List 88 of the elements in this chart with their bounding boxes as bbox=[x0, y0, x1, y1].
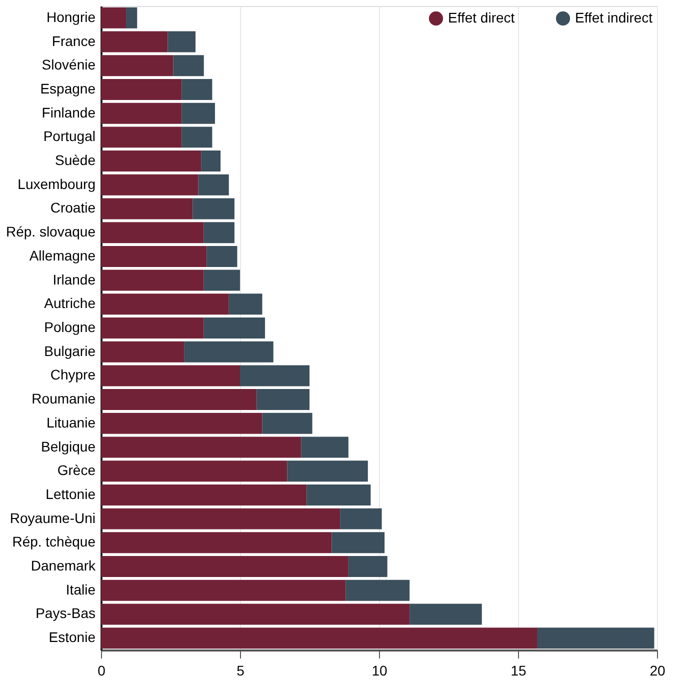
legend-label: Effet indirect bbox=[575, 9, 653, 26]
y-tick-label: Pays-Bas bbox=[36, 605, 96, 622]
bar bbox=[101, 31, 168, 52]
bar bbox=[256, 389, 310, 410]
bar bbox=[192, 198, 234, 220]
bar bbox=[228, 294, 262, 315]
bar bbox=[101, 222, 204, 244]
bar bbox=[101, 508, 340, 530]
x-tick-label: 10 bbox=[372, 662, 388, 678]
bar bbox=[340, 508, 382, 530]
bar bbox=[182, 78, 212, 100]
bar bbox=[204, 222, 234, 244]
bar bbox=[101, 412, 262, 434]
bar bbox=[101, 318, 204, 338]
y-tick-label: Estonie bbox=[48, 629, 96, 646]
bar bbox=[101, 150, 202, 172]
y-tick-label: Royaume-Uni bbox=[10, 510, 96, 526]
bar bbox=[262, 412, 312, 434]
bar bbox=[204, 318, 266, 338]
y-tick-label: Grèce bbox=[57, 462, 96, 478]
bar bbox=[198, 174, 229, 196]
bar bbox=[101, 270, 204, 291]
y-tick-label: Finlande bbox=[42, 104, 96, 120]
y-tick-label: Autriche bbox=[44, 295, 96, 312]
bar bbox=[101, 484, 307, 506]
bar bbox=[101, 580, 346, 601]
y-tick-label: Irlande bbox=[52, 271, 96, 288]
y-tick-label: Italie bbox=[66, 581, 96, 598]
bar bbox=[184, 341, 274, 362]
bar bbox=[182, 102, 215, 124]
bar bbox=[101, 628, 538, 649]
bar bbox=[204, 270, 240, 291]
y-tick-label: Hongrie bbox=[46, 8, 96, 25]
legend-label: Effet direct bbox=[448, 9, 515, 26]
y-tick-label: Belgique bbox=[41, 438, 96, 454]
bar bbox=[201, 150, 221, 172]
bar bbox=[101, 365, 240, 386]
y-tick-label: Lituanie bbox=[46, 414, 96, 430]
bar bbox=[101, 246, 207, 267]
bar bbox=[101, 126, 182, 148]
bar bbox=[537, 628, 654, 649]
bar bbox=[206, 246, 238, 267]
bar bbox=[332, 532, 385, 554]
y-tick-label: Danemark bbox=[30, 558, 96, 574]
x-tick-label: 15 bbox=[510, 662, 526, 678]
x-tick-label: 5 bbox=[236, 662, 245, 678]
bar bbox=[301, 436, 348, 458]
bar bbox=[101, 174, 198, 196]
y-tick-label: Lettonie bbox=[46, 486, 96, 502]
bar bbox=[168, 31, 196, 52]
bar bbox=[101, 460, 288, 482]
y-tick-label: Chypre bbox=[50, 366, 96, 383]
bar bbox=[101, 436, 302, 458]
y-tick-label: Rép. tchèque bbox=[12, 534, 96, 550]
bar bbox=[101, 389, 257, 410]
bar bbox=[101, 532, 332, 554]
y-tick-label: Rép. slovaque bbox=[6, 224, 96, 240]
bar bbox=[101, 341, 184, 362]
y-tick-label: Slovénie bbox=[42, 56, 96, 73]
bar bbox=[240, 365, 310, 386]
bar bbox=[101, 556, 348, 578]
x-tick-label: 20 bbox=[650, 662, 666, 678]
y-tick-label: Suède bbox=[55, 152, 96, 168]
y-tick-label: Portugal bbox=[43, 128, 96, 144]
y-tick-label: Luxembourg bbox=[18, 176, 96, 192]
bar bbox=[287, 460, 368, 482]
y-tick-label: Bulgarie bbox=[44, 342, 96, 359]
bar bbox=[173, 55, 204, 76]
bar bbox=[101, 604, 410, 625]
bar bbox=[410, 604, 482, 625]
bar bbox=[182, 126, 212, 148]
y-tick-label: Roumanie bbox=[32, 390, 96, 407]
bar bbox=[101, 78, 182, 100]
bar bbox=[126, 7, 138, 28]
x-tick-label: 0 bbox=[98, 662, 106, 678]
bar bbox=[101, 198, 193, 220]
bar bbox=[348, 556, 388, 578]
y-tick-label: Pologne bbox=[44, 319, 96, 335]
y-tick-label: France bbox=[52, 32, 96, 49]
y-tick-label: Espagne bbox=[40, 80, 96, 96]
bar bbox=[306, 484, 371, 506]
y-tick-label: Croatie bbox=[50, 200, 96, 216]
bar bbox=[101, 55, 174, 76]
bar bbox=[101, 102, 182, 124]
y-tick-label: Allemagne bbox=[29, 247, 96, 264]
bar bbox=[346, 580, 410, 601]
bar bbox=[101, 7, 126, 28]
bar bbox=[101, 294, 229, 315]
